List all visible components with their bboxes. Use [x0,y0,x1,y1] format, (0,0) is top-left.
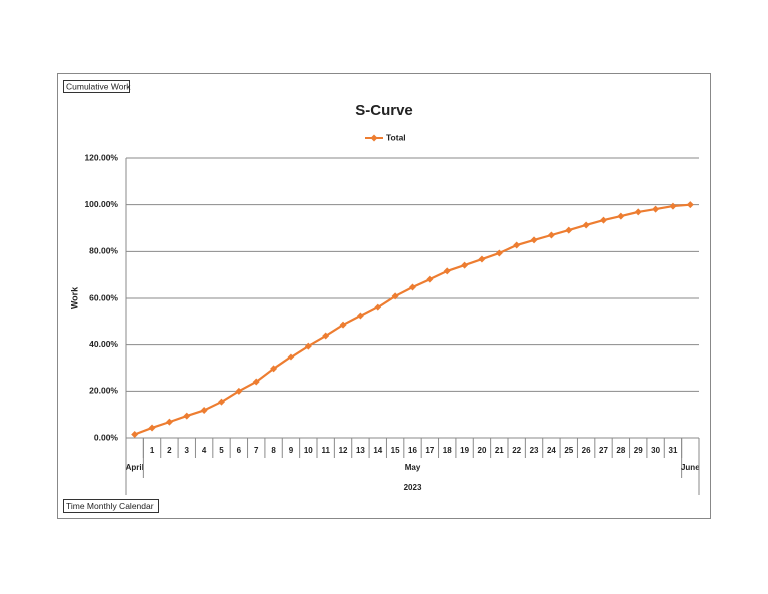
data-point [617,212,625,220]
data-point [235,387,243,395]
data-point [252,378,260,386]
x-tick-label: 27 [599,446,608,455]
y-tick-label: 20.00% [89,386,118,396]
x-tick-label: 21 [495,446,504,455]
x-tick-label: 23 [530,446,539,455]
chart-title: S-Curve [355,102,413,119]
x-tick-label: 9 [289,446,294,455]
y-tick-label: 60.00% [89,292,118,302]
data-point [478,255,486,263]
x-tick-label: 31 [669,446,678,455]
x-tick-label: 14 [373,446,382,455]
month-label: April [126,463,144,472]
x-tick-label: 12 [339,446,348,455]
x-tick-label: 26 [582,446,591,455]
legend-marker [370,134,378,142]
x-tick-label: 3 [185,446,190,455]
data-point [582,221,590,229]
x-tick-label: 1 [150,446,155,455]
legend-label: Total [386,132,406,142]
data-point [287,353,295,361]
y-tick-label: 80.00% [89,246,118,256]
data-point [356,312,364,320]
x-tick-label: 22 [512,446,521,455]
data-point [652,205,660,213]
data-point [409,283,416,291]
month-label: May [405,463,421,472]
month-label: June [681,463,700,472]
data-point [495,249,503,257]
data-point [374,303,382,311]
x-tick-label: 8 [271,446,276,455]
data-point [513,241,521,249]
x-tick-label: 2 [167,446,172,455]
x-tick-label: 4 [202,446,207,455]
field-button-label[interactable]: Cumulative Work [66,81,131,91]
x-tick-label: 7 [254,446,259,455]
data-point [686,201,694,209]
data-point [339,321,347,329]
x-tick-label: 13 [356,446,365,455]
x-tick-label: 24 [547,446,556,455]
data-point [165,418,173,426]
data-point [461,261,469,269]
x-tick-label: 10 [304,446,313,455]
data-point [131,431,139,438]
x-tick-label: 5 [219,446,224,455]
data-point [183,412,191,420]
field-button[interactable] [63,499,159,513]
data-point [218,398,225,406]
data-point [391,292,399,300]
data-point [200,406,208,414]
data-point [600,216,607,224]
x-tick-label: 11 [321,446,330,455]
y-tick-label: 40.00% [89,339,118,349]
y-tick-label: 100.00% [84,199,118,209]
x-tick-label: 28 [616,446,625,455]
data-point [304,342,312,350]
data-point [669,202,677,210]
x-tick-label: 17 [425,446,434,455]
x-tick-label: 20 [478,446,487,455]
data-point [547,231,555,239]
x-tick-label: 19 [460,446,469,455]
data-point [530,236,538,244]
x-tick-label: 16 [408,446,417,455]
y-axis-title: Work [69,286,79,309]
y-tick-label: 120.00% [84,152,118,162]
data-point [634,208,642,216]
data-point [148,424,156,432]
x-tick-label: 18 [443,446,452,455]
chart-frame [57,73,711,519]
data-point [270,365,278,373]
year-label: 2023 [404,483,422,492]
x-tick-label: 6 [237,446,242,455]
field-button[interactable] [63,80,130,93]
y-tick-label: 0.00% [94,432,119,442]
data-point [565,226,573,234]
x-tick-label: 15 [391,446,400,455]
x-tick-label: 30 [651,446,660,455]
data-point [443,267,451,275]
field-button-label[interactable]: Time Monthly Calendar [66,501,154,511]
x-tick-label: 25 [564,446,573,455]
data-point [322,332,330,340]
x-tick-label: 29 [634,446,643,455]
data-point [426,275,434,283]
